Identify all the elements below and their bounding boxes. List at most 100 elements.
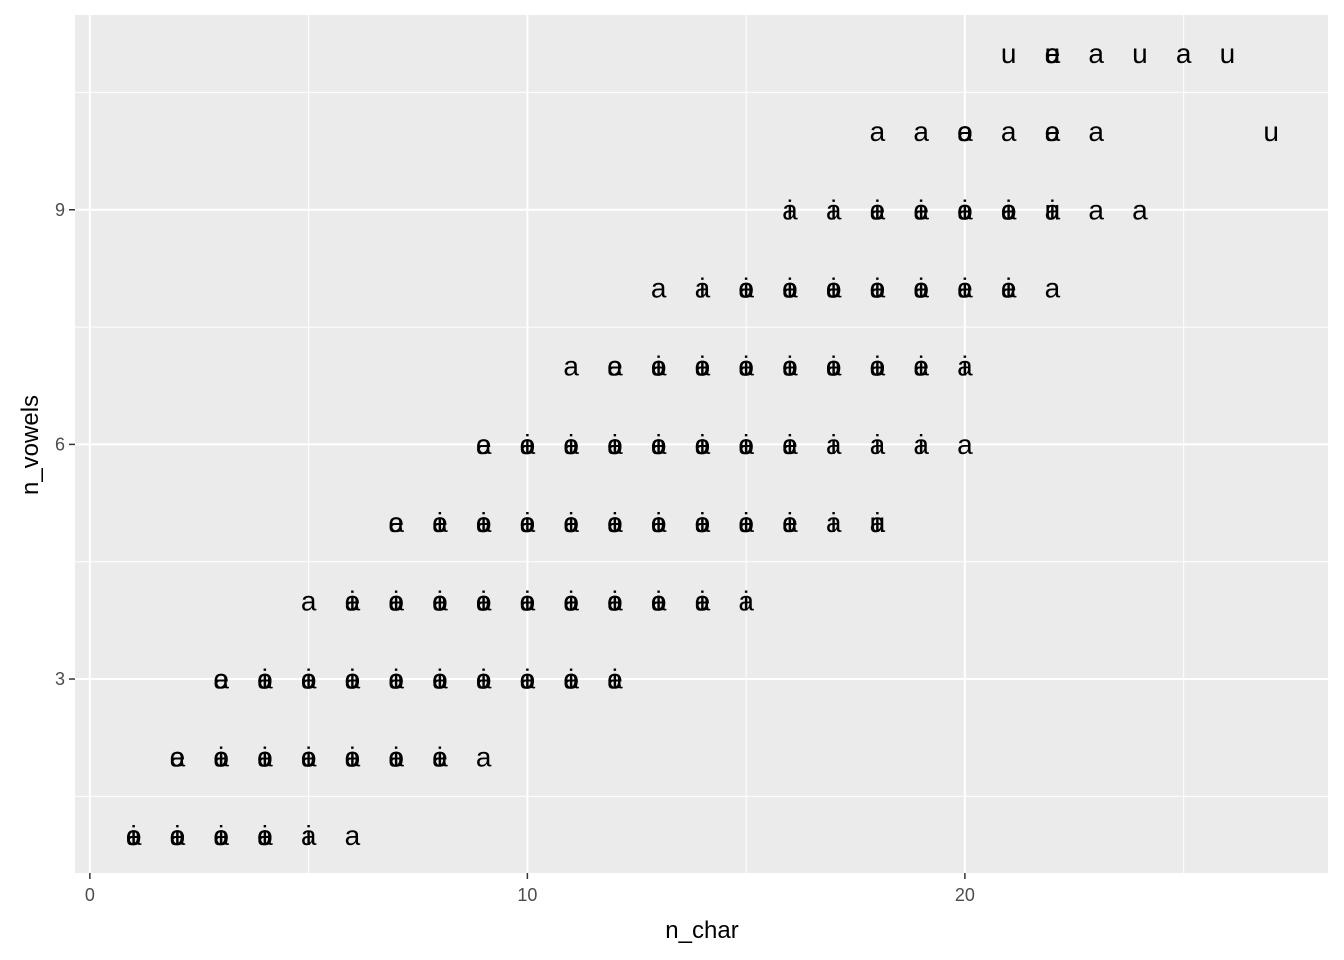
point-label: a bbox=[782, 351, 798, 382]
point-label: i bbox=[699, 272, 705, 303]
point-label: o bbox=[782, 272, 798, 303]
point-label: e bbox=[432, 742, 448, 773]
point-label: a bbox=[913, 194, 929, 225]
point-label: o bbox=[1001, 194, 1017, 225]
point-label: i bbox=[831, 429, 837, 460]
point-label: a bbox=[520, 429, 536, 460]
x-axis-title: n_char bbox=[665, 917, 738, 944]
point-label: o bbox=[651, 507, 667, 538]
point-label: i bbox=[831, 272, 837, 303]
point-label: i bbox=[787, 507, 793, 538]
point-label: a bbox=[257, 664, 273, 695]
point-label: a bbox=[957, 116, 973, 147]
point-label: a bbox=[1045, 272, 1061, 303]
point-label: e bbox=[213, 664, 229, 695]
point-label: a bbox=[520, 507, 536, 538]
point-label: i bbox=[393, 742, 399, 773]
point-label: i bbox=[349, 664, 355, 695]
point-label: a bbox=[870, 272, 886, 303]
point-label: i bbox=[699, 351, 705, 382]
point-label: i bbox=[218, 820, 224, 851]
point-label: i bbox=[306, 664, 312, 695]
point-label: o bbox=[738, 507, 754, 538]
point-label: i bbox=[787, 351, 793, 382]
point-label: a bbox=[301, 664, 317, 695]
point-label: a bbox=[170, 820, 186, 851]
point-label: a bbox=[738, 507, 754, 538]
point-label: o bbox=[695, 351, 711, 382]
point-label: a bbox=[870, 351, 886, 382]
point-label: e bbox=[563, 585, 579, 616]
point-label: o bbox=[738, 351, 754, 382]
point-label: a bbox=[563, 507, 579, 538]
point-label: a bbox=[1088, 116, 1104, 147]
point-label: e bbox=[695, 585, 711, 616]
y-tick-label: 6 bbox=[55, 434, 65, 454]
point-label: e bbox=[257, 664, 273, 695]
point-label: e bbox=[695, 351, 711, 382]
point-label: i bbox=[481, 585, 487, 616]
point-label: e bbox=[520, 585, 536, 616]
point-label: a bbox=[651, 429, 667, 460]
point-label: a bbox=[1088, 194, 1104, 225]
point-label: a bbox=[257, 742, 273, 773]
point-label: e bbox=[170, 742, 186, 773]
point-label: e bbox=[607, 585, 623, 616]
point-label: a bbox=[913, 116, 929, 147]
point-label: u bbox=[1263, 116, 1279, 147]
point-label: a bbox=[563, 664, 579, 695]
point-label: a bbox=[301, 742, 317, 773]
point-label: i bbox=[874, 351, 880, 382]
point-label: e bbox=[170, 820, 186, 851]
point-label: e bbox=[432, 664, 448, 695]
point-label: e bbox=[432, 507, 448, 538]
point-label: i bbox=[1049, 194, 1055, 225]
point-label: o bbox=[126, 820, 142, 851]
point-label: o bbox=[563, 429, 579, 460]
point-label: a bbox=[957, 351, 973, 382]
point-label: a bbox=[432, 585, 448, 616]
point-label: o bbox=[607, 585, 623, 616]
point-label: i bbox=[656, 585, 662, 616]
point-label: a bbox=[870, 507, 886, 538]
point-label: e bbox=[432, 585, 448, 616]
point-label: e bbox=[1045, 116, 1061, 147]
point-label: e bbox=[563, 507, 579, 538]
point-label: e bbox=[651, 429, 667, 460]
point-label: a bbox=[607, 585, 623, 616]
point-label: a bbox=[563, 351, 579, 382]
point-label: i bbox=[349, 742, 355, 773]
point-label: e bbox=[1001, 272, 1017, 303]
point-label: a bbox=[782, 507, 798, 538]
point-label: a bbox=[870, 194, 886, 225]
point-label: o bbox=[826, 272, 842, 303]
point-label: a bbox=[476, 742, 492, 773]
point-label: a bbox=[782, 194, 798, 225]
point-label: i bbox=[349, 585, 355, 616]
point-label: i bbox=[743, 585, 749, 616]
point-label: e bbox=[345, 585, 361, 616]
point-label: o bbox=[257, 664, 273, 695]
point-label: a bbox=[826, 194, 842, 225]
x-tick-label: 20 bbox=[955, 885, 975, 905]
point-label: i bbox=[262, 742, 268, 773]
point-label: i bbox=[874, 429, 880, 460]
point-label: a bbox=[520, 664, 536, 695]
point-label: a bbox=[345, 742, 361, 773]
point-label: i bbox=[656, 429, 662, 460]
point-label: e bbox=[1001, 194, 1017, 225]
point-label: i bbox=[218, 742, 224, 773]
point-label: a bbox=[782, 272, 798, 303]
point-label: e bbox=[695, 429, 711, 460]
point-label: e bbox=[213, 742, 229, 773]
grid bbox=[75, 15, 1328, 873]
point-label: i bbox=[568, 507, 574, 538]
point-label: e bbox=[738, 507, 754, 538]
point-label: e bbox=[563, 429, 579, 460]
point-label: e bbox=[738, 351, 754, 382]
point-label: i bbox=[874, 272, 880, 303]
point-label: o bbox=[563, 585, 579, 616]
point-label: i bbox=[918, 272, 924, 303]
point-label: o bbox=[607, 507, 623, 538]
point-label: o bbox=[476, 507, 492, 538]
